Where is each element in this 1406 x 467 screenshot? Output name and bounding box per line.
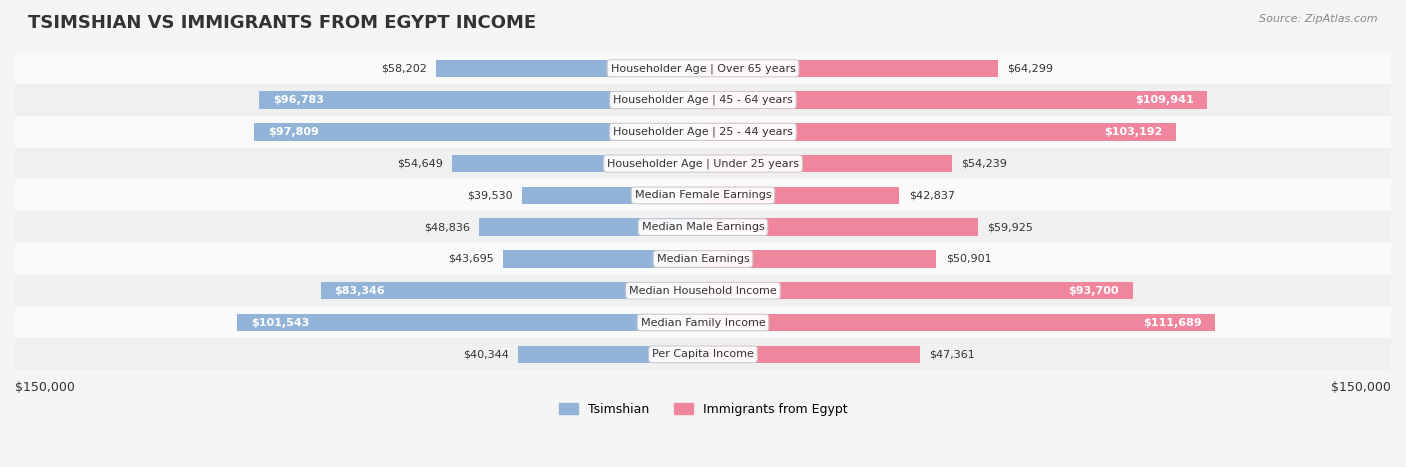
Text: $101,543: $101,543 — [252, 318, 309, 327]
Text: Householder Age | 45 - 64 years: Householder Age | 45 - 64 years — [613, 95, 793, 105]
Bar — [321, 282, 703, 299]
Text: Median Earnings: Median Earnings — [657, 254, 749, 264]
Bar — [479, 219, 703, 236]
Text: $150,000: $150,000 — [1331, 381, 1391, 394]
Bar — [15, 275, 1391, 307]
Text: Householder Age | 25 - 44 years: Householder Age | 25 - 44 years — [613, 127, 793, 137]
Text: $97,809: $97,809 — [269, 127, 319, 137]
Text: $54,649: $54,649 — [398, 159, 443, 169]
Text: $111,689: $111,689 — [1143, 318, 1202, 327]
Bar — [517, 346, 703, 363]
Bar — [453, 155, 703, 172]
Bar — [254, 123, 703, 141]
Bar — [703, 250, 936, 268]
Bar — [15, 116, 1391, 148]
Text: Per Capita Income: Per Capita Income — [652, 349, 754, 359]
Text: $50,901: $50,901 — [946, 254, 991, 264]
Text: Householder Age | Over 65 years: Householder Age | Over 65 years — [610, 63, 796, 73]
Bar — [15, 179, 1391, 211]
Text: $96,783: $96,783 — [273, 95, 323, 105]
Text: $48,836: $48,836 — [425, 222, 470, 232]
Text: $59,925: $59,925 — [987, 222, 1033, 232]
Text: $83,346: $83,346 — [335, 286, 385, 296]
Text: $93,700: $93,700 — [1069, 286, 1119, 296]
Bar — [436, 59, 703, 77]
Text: $40,344: $40,344 — [463, 349, 509, 359]
Bar — [15, 211, 1391, 243]
Bar — [703, 314, 1215, 331]
Bar — [522, 187, 703, 204]
Bar — [703, 123, 1177, 141]
Bar — [703, 155, 952, 172]
Bar — [703, 282, 1133, 299]
Text: $109,941: $109,941 — [1135, 95, 1194, 105]
Bar — [502, 250, 703, 268]
Bar — [15, 307, 1391, 339]
Text: $64,299: $64,299 — [1007, 63, 1053, 73]
Text: $103,192: $103,192 — [1104, 127, 1163, 137]
Bar — [703, 91, 1208, 109]
Text: Source: ZipAtlas.com: Source: ZipAtlas.com — [1260, 14, 1378, 24]
Text: $43,695: $43,695 — [447, 254, 494, 264]
Bar — [15, 52, 1391, 84]
Text: $42,837: $42,837 — [908, 191, 955, 200]
Bar — [703, 187, 900, 204]
Bar — [15, 84, 1391, 116]
Text: $54,239: $54,239 — [960, 159, 1007, 169]
Text: Median Female Earnings: Median Female Earnings — [634, 191, 772, 200]
Bar — [15, 148, 1391, 179]
Text: Householder Age | Under 25 years: Householder Age | Under 25 years — [607, 158, 799, 169]
Text: TSIMSHIAN VS IMMIGRANTS FROM EGYPT INCOME: TSIMSHIAN VS IMMIGRANTS FROM EGYPT INCOM… — [28, 14, 536, 32]
Text: $39,530: $39,530 — [467, 191, 513, 200]
Bar — [238, 314, 703, 331]
Bar — [703, 219, 977, 236]
Bar — [259, 91, 703, 109]
Text: Median Household Income: Median Household Income — [628, 286, 778, 296]
Bar — [15, 339, 1391, 370]
Text: $58,202: $58,202 — [381, 63, 427, 73]
Bar — [703, 346, 921, 363]
Text: Median Family Income: Median Family Income — [641, 318, 765, 327]
Bar — [703, 59, 998, 77]
Text: Median Male Earnings: Median Male Earnings — [641, 222, 765, 232]
Text: $47,361: $47,361 — [929, 349, 976, 359]
Text: $150,000: $150,000 — [15, 381, 75, 394]
Legend: Tsimshian, Immigrants from Egypt: Tsimshian, Immigrants from Egypt — [554, 398, 852, 421]
Bar — [15, 243, 1391, 275]
